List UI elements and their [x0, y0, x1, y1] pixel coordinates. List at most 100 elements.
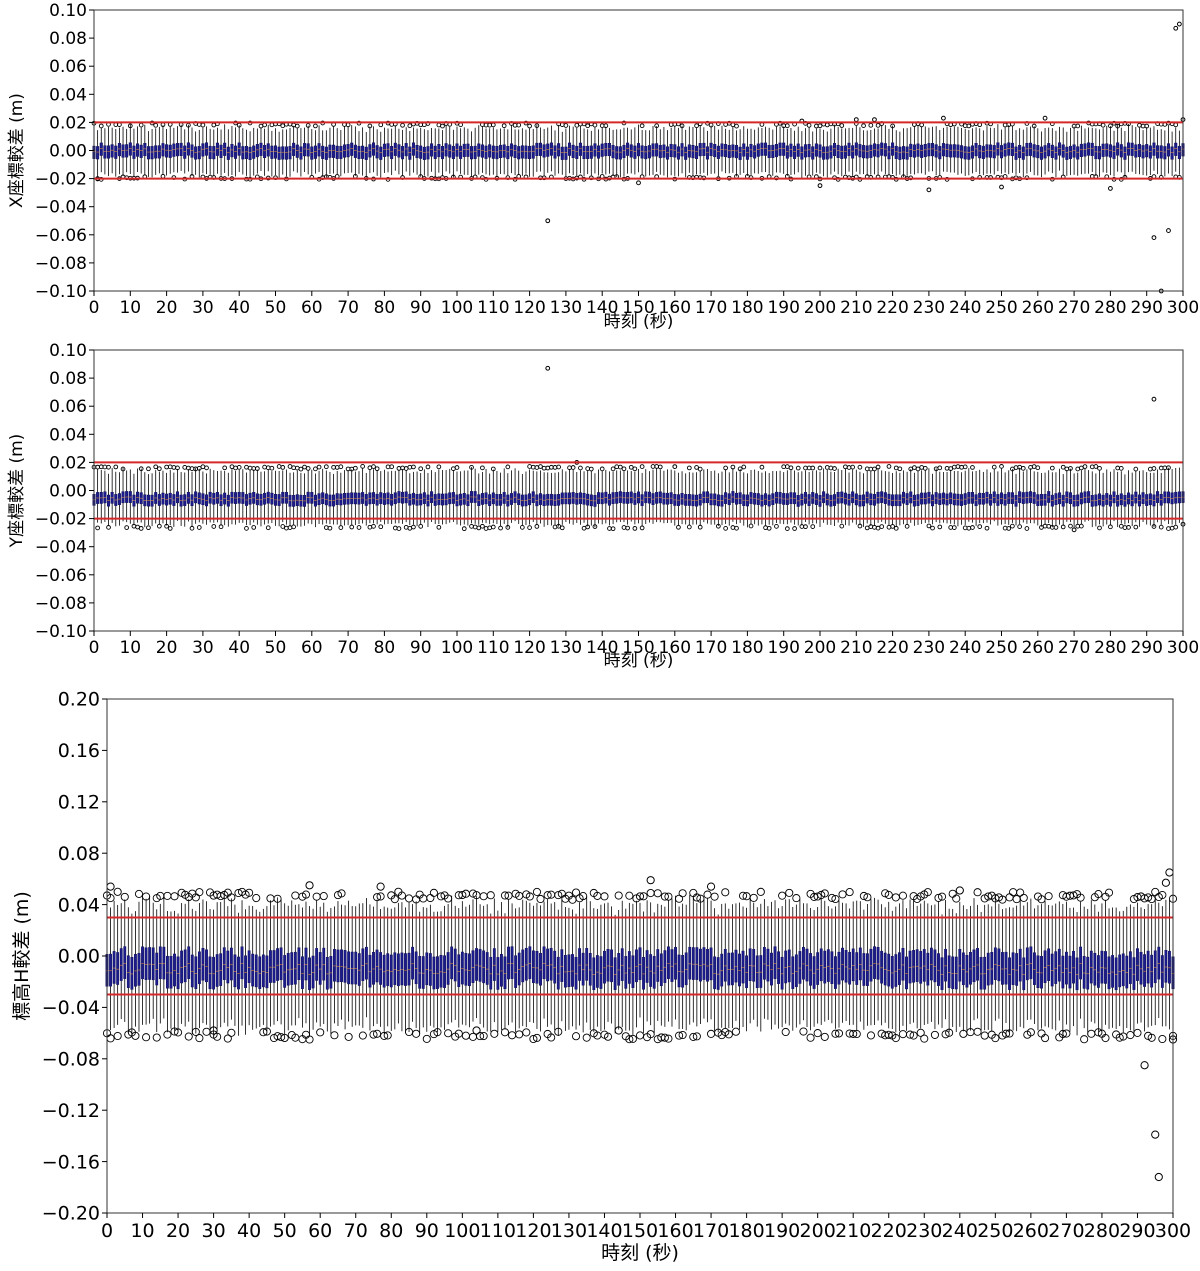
box-iqr: [613, 957, 617, 990]
box-iqr: [1105, 143, 1109, 157]
box-iqr: [777, 951, 780, 984]
box-iqr: [357, 145, 361, 160]
box-t59: [306, 470, 310, 524]
box-t163: [684, 129, 688, 178]
box-t19: [161, 125, 165, 175]
box-iqr: [139, 144, 143, 158]
box-t206: [840, 128, 844, 177]
box-iqr: [651, 143, 655, 157]
box-iqr: [103, 145, 107, 159]
box-t111: [495, 129, 499, 177]
box-iqr: [635, 949, 638, 983]
box-iqr: [945, 143, 949, 157]
box-iqr: [1039, 146, 1043, 160]
box-t160: [673, 126, 677, 176]
box-t60: [310, 469, 314, 525]
box-t132: [571, 126, 575, 176]
box-t141: [604, 126, 608, 175]
box-iqr: [230, 144, 234, 158]
box-iqr: [532, 950, 535, 984]
box-iqr: [408, 146, 412, 160]
box-iqr: [237, 956, 240, 990]
box-iqr: [219, 144, 223, 158]
box-iqr: [255, 144, 259, 158]
box-t51: [277, 131, 281, 178]
box-iqr: [400, 952, 404, 986]
box-iqr: [807, 144, 811, 158]
outlier-point: [734, 123, 739, 129]
box-iqr: [600, 143, 604, 157]
box-t240: [963, 128, 967, 176]
box-iqr: [898, 146, 902, 160]
box-t38: [230, 125, 234, 175]
box-iqr: [793, 145, 797, 159]
box-iqr: [234, 145, 238, 159]
box-t144: [615, 129, 619, 178]
box-t78: [375, 129, 379, 176]
box-iqr: [237, 142, 241, 156]
x-tick-label: 140: [586, 298, 618, 318]
box-t246: [985, 126, 989, 174]
outlier-point: [875, 123, 881, 128]
box-t3: [103, 128, 107, 175]
box-iqr: [919, 951, 923, 984]
box-t9: [125, 128, 129, 173]
box-iqr: [695, 947, 699, 980]
box-iqr: [347, 951, 351, 985]
box-t84: [397, 128, 401, 175]
box-iqr: [720, 143, 724, 157]
box-iqr: [855, 952, 859, 985]
box-iqr: [1166, 143, 1170, 157]
box-t71: [350, 125, 354, 173]
outlier-point: [1031, 123, 1037, 129]
box-t212: [862, 130, 866, 175]
box-iqr: [503, 956, 507, 990]
box-iqr: [509, 143, 513, 157]
y-tick-label: 0.00: [49, 141, 87, 161]
box-t126: [549, 125, 553, 172]
box-t66: [332, 126, 336, 174]
box-iqr: [941, 143, 945, 157]
box-t179: [742, 126, 746, 174]
box-t137: [589, 130, 593, 176]
box-t62: [317, 470, 321, 524]
box-iqr: [912, 144, 916, 158]
box-iqr: [415, 144, 419, 159]
box-iqr: [649, 954, 653, 987]
box-t77: [372, 469, 376, 524]
x-tick-label: 40: [228, 638, 250, 658]
x-tick-label: 260: [1022, 298, 1054, 318]
box-t65: [328, 127, 332, 174]
box-t47: [263, 128, 267, 176]
box-t87: [408, 130, 412, 176]
box-iqr: [1065, 146, 1069, 160]
box-iqr: [802, 947, 805, 980]
box-iqr: [244, 145, 248, 160]
box-iqr: [1119, 144, 1123, 158]
box-t55: [292, 125, 296, 172]
y-tick-label: −0.08: [35, 594, 87, 614]
box-iqr: [266, 143, 270, 157]
box-iqr: [730, 952, 734, 986]
box-t49: [270, 130, 274, 177]
box-t242: [970, 128, 974, 174]
y-tick-label: −0.02: [35, 510, 87, 530]
box-iqr: [1047, 143, 1051, 157]
x-difference-panel: −0.10 −0.08 −0.06 −0.04 −0.02 0.00 0.02 0.04 0.0…: [7, 1, 1199, 332]
box-t69: [342, 470, 346, 526]
box-iqr: [674, 947, 677, 980]
box-iqr: [847, 142, 851, 156]
box-t28: [194, 468, 198, 524]
box-iqr: [277, 146, 281, 160]
x-tick-label: 220: [876, 638, 908, 658]
outlier-point: [407, 123, 413, 129]
box-t108: [484, 128, 488, 175]
box-t101: [459, 471, 463, 526]
box-t192: [789, 128, 793, 176]
box-t78: [375, 470, 379, 525]
box-iqr: [908, 950, 912, 984]
box-t7: [117, 472, 121, 526]
box-t254: [1014, 130, 1018, 175]
outlier-point: [1176, 21, 1182, 27]
box-t74: [361, 127, 365, 176]
